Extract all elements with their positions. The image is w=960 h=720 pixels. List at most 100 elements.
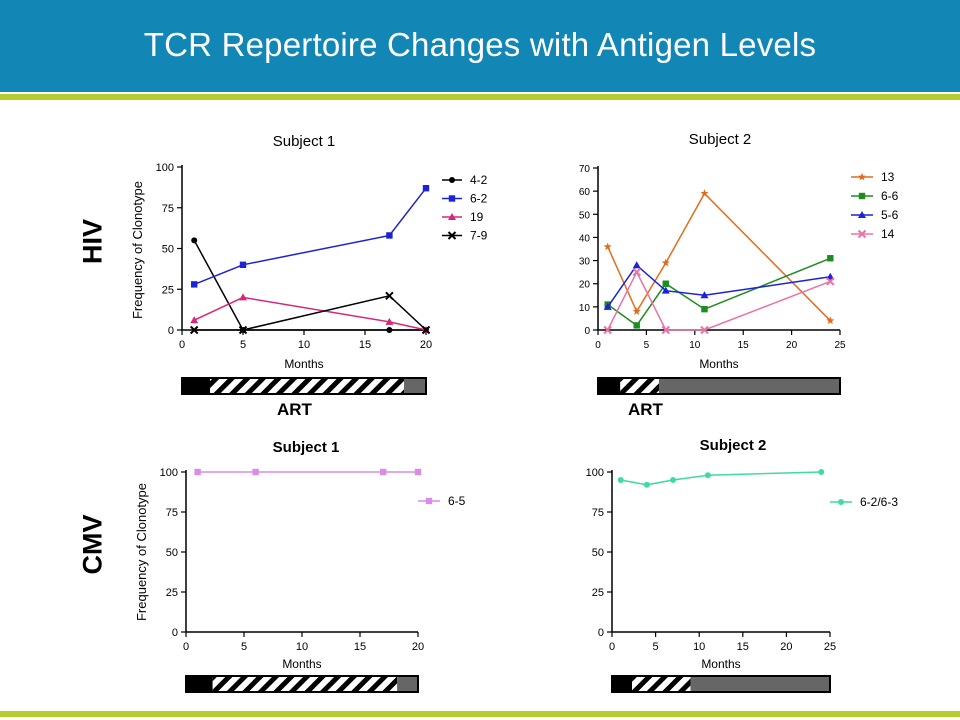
legend-marker (858, 192, 866, 200)
treatment-segment (404, 378, 426, 394)
art-label-subject-1: ART (277, 400, 312, 419)
legend-marker (858, 172, 866, 181)
data-point (632, 267, 641, 277)
treatment-bar-outline (597, 377, 841, 395)
treatment-bar (611, 675, 831, 693)
legend-label: 4-2 (470, 173, 488, 187)
legend-label: 6-6 (881, 189, 899, 203)
data-point (603, 242, 612, 251)
data-point (827, 255, 834, 262)
data-point (421, 325, 431, 335)
treatment-segment (397, 676, 418, 692)
legend-marker (449, 177, 455, 183)
y-tick-label: 0 (598, 627, 604, 639)
y-tick-label: 75 (162, 203, 174, 215)
x-tick-label: 20 (412, 641, 424, 653)
data-point (700, 325, 709, 335)
x-axis-label: Months (699, 357, 738, 371)
data-point (826, 316, 835, 325)
legend-label: 5-6 (881, 208, 899, 222)
data-point (380, 468, 387, 476)
accent-bar-bottom (0, 711, 960, 717)
data-point (617, 477, 624, 483)
legend-label: 14 (881, 227, 895, 241)
x-tick-label: 0 (609, 641, 615, 653)
data-point (385, 291, 394, 300)
series-line (607, 192, 831, 322)
data-point (632, 261, 641, 269)
x-tick-label: 0 (595, 340, 601, 351)
chart-title: Subject 1 (273, 439, 340, 456)
data-point (252, 468, 259, 476)
data-point (818, 469, 825, 475)
treatment-bar (185, 675, 419, 693)
chart-title: Subject 2 (700, 437, 767, 454)
data-point (386, 232, 393, 239)
series-line (607, 270, 831, 331)
y-axis-label: Frequency of Clonotype (134, 483, 149, 621)
x-tick-label: 15 (354, 641, 366, 653)
x-tick-label: 25 (824, 641, 836, 653)
y-tick-label: 20 (579, 280, 591, 291)
x-tick-label: 10 (298, 339, 310, 351)
data-point (603, 325, 612, 335)
x-tick-label: 15 (359, 339, 371, 351)
y-tick-label: 75 (592, 507, 604, 519)
data-point (238, 325, 248, 335)
legend-label: 7-9 (470, 229, 488, 243)
x-tick-label: 5 (653, 641, 659, 653)
legend-marker (838, 499, 844, 505)
treatment-bar (181, 377, 427, 395)
legend-marker (858, 211, 866, 218)
data-point (239, 293, 247, 301)
data-point (189, 325, 199, 335)
data-point (385, 317, 394, 325)
legend-marker (857, 229, 867, 239)
y-tick-label: 100 (160, 467, 178, 479)
y-tick-label: 40 (579, 233, 591, 244)
legend-label: 6-2 (470, 192, 488, 206)
x-tick-label: 15 (737, 641, 749, 653)
y-tick-label: 75 (166, 507, 178, 519)
data-point (191, 281, 198, 288)
x-tick-label: 15 (738, 340, 750, 351)
treatment-segment (210, 378, 405, 394)
y-tick-label: 25 (162, 284, 174, 296)
header-banner: TCR Repertoire Changes with Antigen Leve… (0, 0, 960, 92)
treatment-bar-outline (181, 377, 427, 395)
data-point (422, 184, 430, 192)
y-tick-label: 60 (579, 187, 591, 198)
x-tick-label: 25 (834, 340, 846, 351)
data-point (603, 302, 612, 310)
art-label-subject-2: ART (628, 400, 663, 419)
treatment-segment (186, 676, 213, 692)
treatment-segment (182, 378, 211, 394)
data-point (190, 316, 199, 324)
legend-marker (425, 497, 433, 505)
data-point (661, 258, 670, 267)
y-axis-label: Frequency of Clonotype (130, 181, 145, 319)
x-tick-label: 0 (183, 641, 189, 653)
treatment-bar-outline (185, 675, 419, 693)
x-axis-label: Months (284, 357, 323, 371)
treatment-segment (690, 676, 830, 692)
y-tick-label: 50 (579, 210, 591, 221)
series-line (193, 239, 426, 331)
data-point (661, 325, 670, 335)
data-point (632, 307, 641, 315)
data-point (191, 237, 198, 244)
x-axis-label: Months (701, 657, 740, 671)
y-tick-label: 0 (172, 627, 178, 639)
y-tick-label: 0 (168, 325, 174, 337)
y-tick-label: 50 (592, 547, 604, 559)
series-line (193, 187, 427, 286)
chart-title: Subject 2 (689, 131, 752, 148)
data-point (661, 286, 670, 294)
y-tick-label: 25 (166, 587, 178, 599)
series-line (194, 294, 427, 331)
data-point (386, 327, 393, 333)
row-label-cmv: CMV (77, 514, 108, 575)
x-tick-label: 10 (693, 641, 705, 653)
data-point (670, 477, 677, 483)
